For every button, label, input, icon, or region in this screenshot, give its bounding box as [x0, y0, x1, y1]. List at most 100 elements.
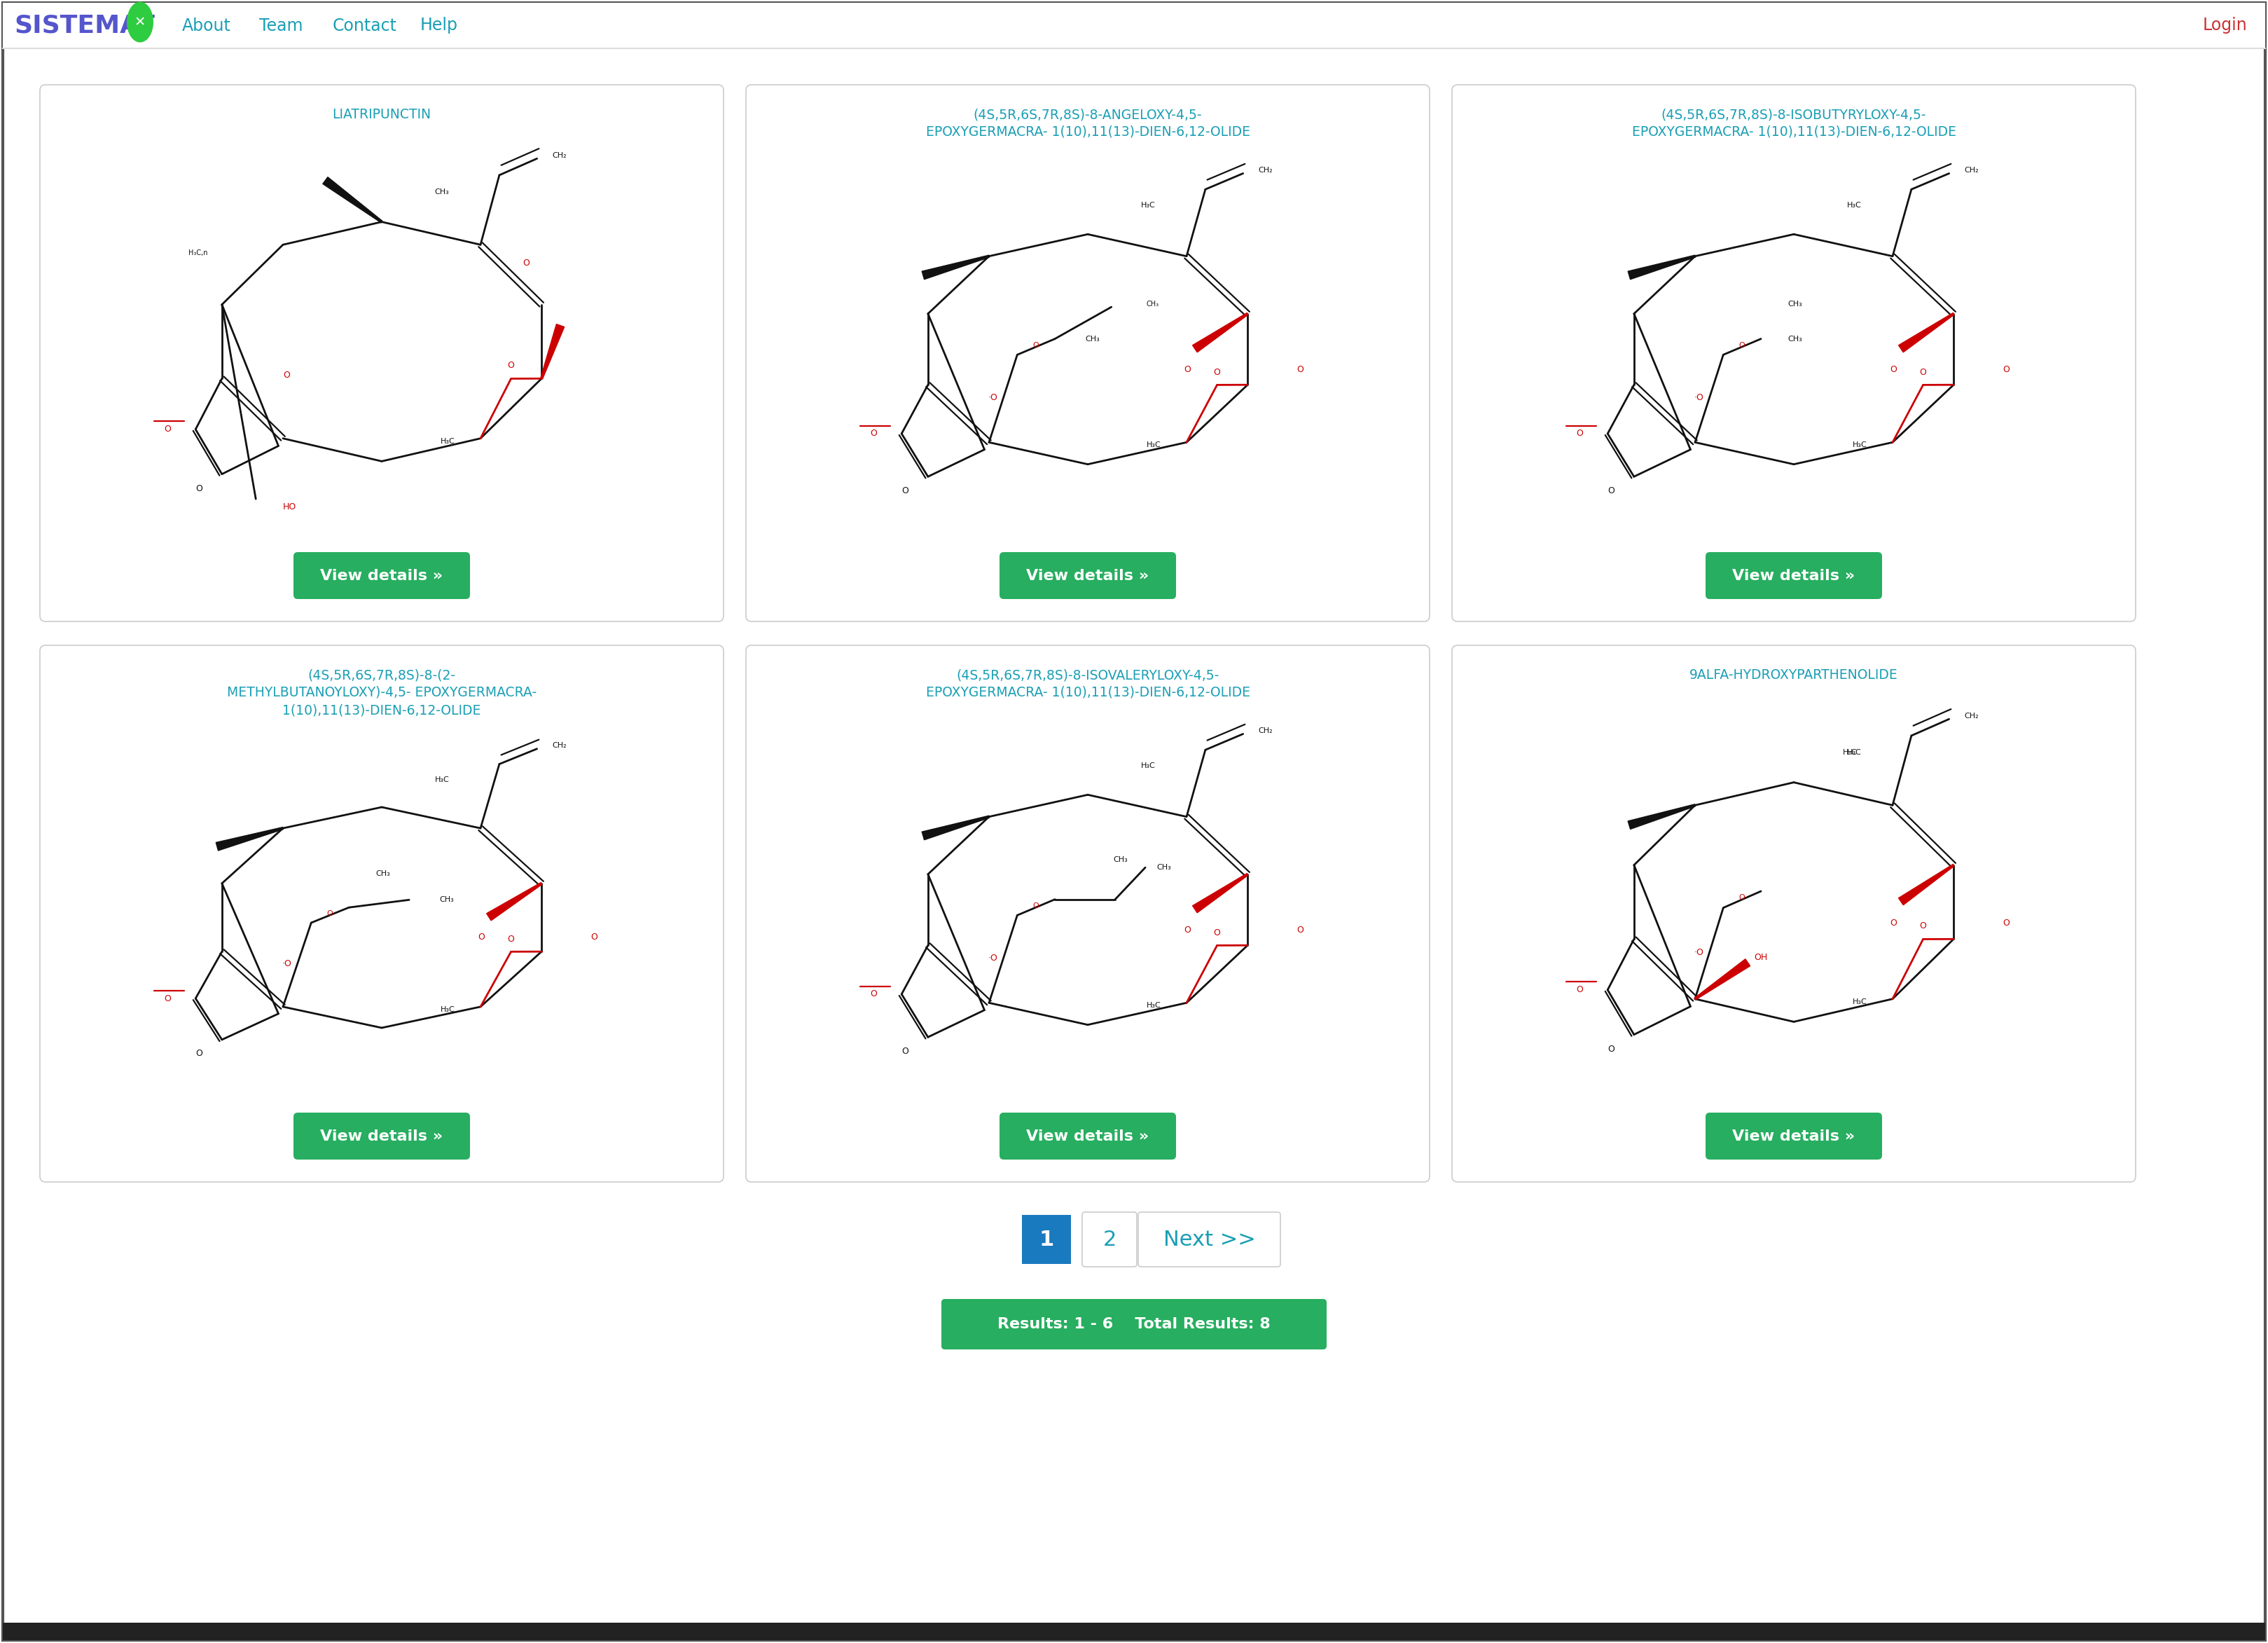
Text: O: O	[1889, 365, 1896, 375]
Text: ✕: ✕	[134, 15, 145, 28]
Text: O: O	[1297, 925, 1304, 935]
FancyBboxPatch shape	[1023, 1214, 1070, 1263]
Text: CH₂: CH₂	[1259, 728, 1272, 734]
Text: O: O	[524, 258, 531, 268]
Text: H₃C,n: H₃C,n	[188, 250, 209, 256]
Polygon shape	[921, 815, 989, 840]
Text: O: O	[1213, 368, 1220, 376]
Text: O: O	[508, 361, 515, 370]
Text: O: O	[163, 994, 170, 1002]
Text: LIATRIPUNCTIN: LIATRIPUNCTIN	[333, 108, 431, 122]
Polygon shape	[1193, 312, 1247, 352]
Text: O: O	[1740, 894, 1744, 902]
Polygon shape	[1898, 864, 1955, 905]
Text: CH₂: CH₂	[553, 151, 567, 159]
Text: H₃C: H₃C	[435, 775, 449, 784]
Text: 1: 1	[1039, 1229, 1055, 1250]
FancyBboxPatch shape	[1139, 1213, 1281, 1267]
Text: H₃C: H₃C	[440, 1006, 456, 1014]
Text: O: O	[1213, 928, 1220, 937]
Text: Login: Login	[2202, 16, 2248, 35]
FancyBboxPatch shape	[1000, 1112, 1177, 1160]
Text: H₃C: H₃C	[1853, 999, 1867, 1006]
FancyBboxPatch shape	[293, 552, 469, 600]
Text: H₃C: H₃C	[440, 439, 456, 445]
Text: O: O	[284, 371, 290, 380]
Text: O: O	[327, 910, 333, 917]
Text: O: O	[903, 486, 909, 496]
Text: O: O	[1740, 342, 1744, 348]
Text: HO: HO	[284, 503, 297, 511]
Text: (4S,5R,6S,7R,8S)-8-ISOVALERYLOXY-4,5-
EPOXYGERMACRA- 1(10),11(13)-DIEN-6,12-OLID: (4S,5R,6S,7R,8S)-8-ISOVALERYLOXY-4,5- EP…	[925, 669, 1250, 700]
Text: CH₃: CH₃	[1787, 301, 1803, 307]
Text: Results: 1 - 6    Total Results: 8: Results: 1 - 6 Total Results: 8	[998, 1318, 1270, 1331]
FancyBboxPatch shape	[293, 1112, 469, 1160]
FancyBboxPatch shape	[1706, 1112, 1882, 1160]
Text: SISTEMAT: SISTEMAT	[14, 13, 154, 38]
Polygon shape	[1193, 874, 1247, 914]
Bar	[2, 3, 2266, 48]
Text: O: O	[195, 485, 202, 493]
Text: Team: Team	[259, 16, 304, 35]
Text: CH₃: CH₃	[376, 871, 390, 877]
Polygon shape	[1898, 312, 1955, 352]
Text: H₃C: H₃C	[1846, 749, 1862, 756]
Text: H₃C: H₃C	[1141, 202, 1154, 209]
FancyBboxPatch shape	[1452, 85, 2136, 621]
Text: CH₃: CH₃	[1086, 335, 1100, 342]
Text: ·O: ·O	[989, 393, 998, 403]
Text: View details »: View details »	[1733, 568, 1855, 583]
FancyBboxPatch shape	[941, 1300, 1327, 1349]
FancyBboxPatch shape	[746, 85, 1429, 621]
Bar	[2, 1623, 2266, 1640]
Text: O: O	[479, 932, 485, 941]
Text: View details »: View details »	[320, 1129, 442, 1144]
Text: O: O	[1032, 342, 1039, 348]
Ellipse shape	[127, 2, 154, 43]
FancyBboxPatch shape	[1000, 552, 1177, 600]
Polygon shape	[921, 255, 989, 279]
Text: ·O: ·O	[1694, 393, 1703, 403]
Text: H₃C: H₃C	[1141, 762, 1154, 769]
Text: ·O: ·O	[281, 960, 293, 969]
Text: O: O	[903, 1047, 909, 1056]
Text: CH₃: CH₃	[440, 897, 454, 904]
Text: About: About	[181, 16, 231, 35]
Text: O: O	[1919, 922, 1926, 930]
Polygon shape	[1628, 803, 1696, 830]
Text: CH₂: CH₂	[1259, 166, 1272, 174]
Text: Next >>: Next >>	[1163, 1229, 1256, 1250]
Text: CH₃: CH₃	[435, 189, 449, 196]
Text: O: O	[871, 989, 878, 999]
Text: CH₂: CH₂	[553, 743, 567, 749]
Text: (4S,5R,6S,7R,8S)-8-ANGELOXY-4,5-
EPOXYGERMACRA- 1(10),11(13)-DIEN-6,12-OLIDE: (4S,5R,6S,7R,8S)-8-ANGELOXY-4,5- EPOXYGE…	[925, 108, 1250, 138]
Text: OH: OH	[1753, 953, 1767, 963]
Text: O: O	[1297, 365, 1304, 375]
Text: O: O	[1576, 429, 1583, 439]
Text: 2: 2	[1102, 1229, 1116, 1250]
Text: O: O	[1889, 918, 1896, 928]
Text: O: O	[508, 935, 515, 945]
Text: CH₂: CH₂	[1964, 166, 1980, 174]
Text: O: O	[163, 426, 170, 434]
Text: CH₃: CH₃	[1157, 864, 1170, 871]
Text: ·O: ·O	[989, 953, 998, 963]
Text: O: O	[1032, 902, 1039, 909]
Polygon shape	[488, 882, 542, 920]
Polygon shape	[1628, 255, 1696, 279]
Text: H₃C: H₃C	[1145, 442, 1161, 449]
Text: O: O	[1576, 986, 1583, 994]
Polygon shape	[540, 324, 565, 380]
Text: CH₂: CH₂	[1964, 713, 1980, 720]
Text: CH₃: CH₃	[1145, 301, 1159, 307]
Text: O: O	[1608, 1045, 1615, 1055]
Text: O: O	[1919, 368, 1926, 376]
FancyBboxPatch shape	[1706, 552, 1882, 600]
Text: H₃C: H₃C	[1846, 202, 1862, 209]
Text: View details »: View details »	[1027, 568, 1150, 583]
Text: Contact: Contact	[333, 16, 397, 35]
Text: H₃C: H₃C	[1844, 749, 1857, 756]
Text: Help: Help	[420, 16, 458, 35]
Polygon shape	[1694, 960, 1751, 1001]
Text: O: O	[590, 932, 599, 941]
